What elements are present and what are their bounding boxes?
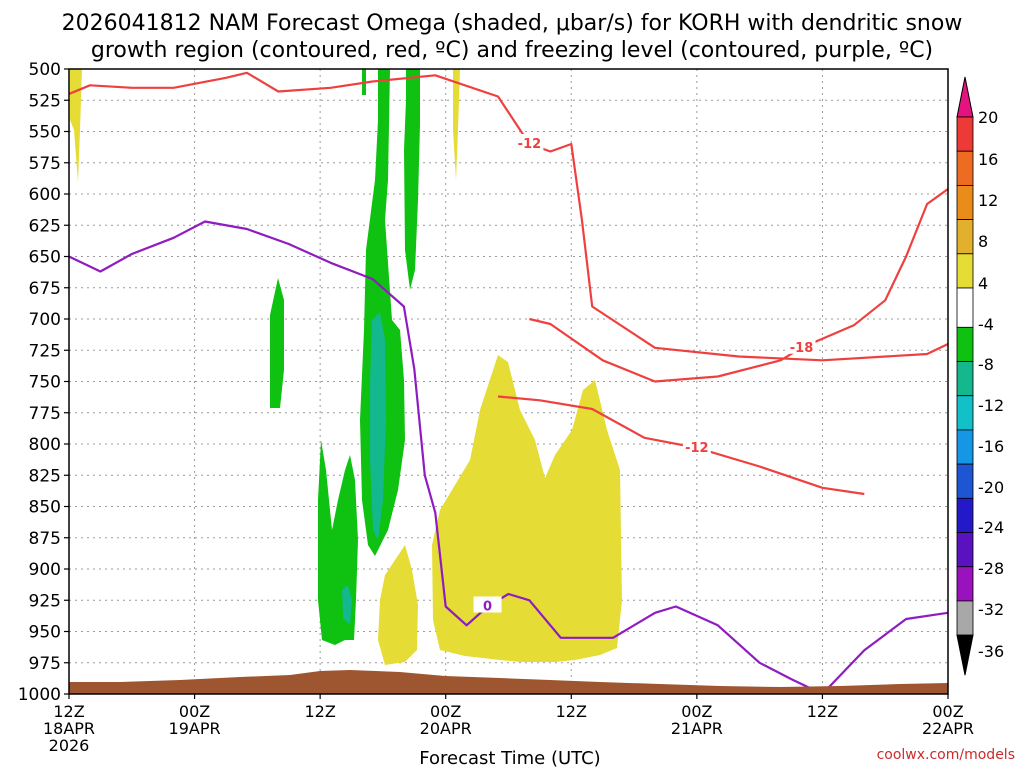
omega-shade-yellow-top-left [70, 69, 82, 182]
y-tick-label: 550 [29, 123, 61, 143]
colorbar-swatch [956, 326, 974, 362]
colorbar-swatch [956, 116, 974, 152]
contour-label-bg [473, 596, 502, 613]
y-tick-label: 875 [29, 529, 61, 549]
contour-label: 0 [483, 600, 492, 615]
omega-shade-green-right [404, 69, 420, 290]
colorbar-label: 20 [978, 108, 998, 127]
omega-shade-yellow-low [378, 545, 418, 665]
contour-line [69, 220, 948, 694]
omega-shade-yellow-main [432, 355, 622, 662]
colorbar-swatch [956, 429, 974, 465]
y-tick-label: 725 [29, 341, 61, 361]
x-tick-label: 18APR [43, 719, 95, 738]
contour-lines [69, 71, 948, 694]
y-tick-label: 675 [29, 279, 61, 299]
colorbar-swatch [956, 184, 974, 220]
y-tick-label: 500 [29, 60, 61, 80]
omega-shade-teal-lower [342, 585, 352, 625]
x-tick-label: 12Z [807, 702, 838, 721]
colorbar-label: -24 [978, 518, 1004, 537]
y-tick-label: 575 [29, 154, 61, 174]
colorbar-swatch [956, 497, 974, 533]
omega-shade-yellow-top-mid [453, 69, 460, 180]
colorbar-swatch [956, 532, 974, 568]
omega-shading [70, 69, 622, 665]
credit-text: coolwx.com/models [877, 747, 1015, 763]
y-tick-label: 975 [29, 654, 61, 674]
x-tick-label: 00Z [179, 702, 210, 721]
x-tick-label: 2026 [49, 736, 90, 755]
contour-label: -12 [685, 441, 709, 456]
contour-label: -18 [790, 341, 814, 356]
y-tick-label: 700 [29, 310, 61, 330]
contour-label: -12 [518, 137, 542, 152]
colorbar-label: 8 [978, 232, 988, 251]
colorbar-label: -20 [978, 478, 1004, 497]
colorbar-swatch [956, 395, 974, 431]
colorbar-swatch [956, 150, 974, 186]
colorbar-swatch [956, 566, 974, 602]
x-tick-label: 19APR [169, 719, 221, 738]
colorbar-swatch [956, 463, 974, 499]
x-tick-label: 12Z [556, 702, 587, 721]
colorbar-label: -12 [978, 396, 1004, 415]
contour-label-bg [515, 134, 544, 150]
x-tick-label: 12Z [53, 702, 84, 721]
colorbar: 20 16 12 8 4 -4 -8 -12 -16 -20 -24 -28 -32 -36 [956, 76, 1004, 676]
colorbar-swatch [956, 600, 974, 636]
y-tick-label: 950 [29, 623, 61, 643]
x-tick-label: 12Z [304, 702, 335, 721]
omega-shade-green-left-strip [270, 278, 284, 408]
x-axis-title: Forecast Time (UTC) [419, 748, 600, 768]
colorbar-label: 4 [978, 274, 988, 293]
y-tick-label: 750 [29, 373, 61, 393]
y-tick-label: 850 [29, 498, 61, 518]
y-tick-label: 625 [29, 216, 61, 236]
chart-title-line1: 2026041812 NAM Forecast Omega (shaded, μ… [62, 11, 963, 36]
colorbar-label: 16 [978, 150, 998, 169]
y-axis: 500 525 550 575 600 625 650 675 700 725 750 775 800 8… [18, 60, 69, 705]
x-tick-label: 20APR [420, 719, 472, 738]
y-tick-label: 600 [29, 185, 61, 205]
colorbar-label: -8 [978, 355, 994, 374]
contour-line [69, 71, 948, 362]
y-tick-label: 925 [29, 591, 61, 611]
colorbar-bottom-arrow [956, 634, 974, 676]
y-tick-label: 900 [29, 560, 61, 580]
contour-line [497, 395, 865, 496]
contour-labels: -12 -12 -18 0 [473, 134, 816, 615]
y-tick-label: 775 [29, 404, 61, 424]
colorbar-swatch [956, 219, 974, 255]
y-tick-label: 650 [29, 248, 61, 268]
colorbar-label: -28 [978, 559, 1004, 578]
colorbar-label: -16 [978, 437, 1004, 456]
terrain-fill [69, 670, 948, 694]
x-tick-label: 00Z [681, 702, 712, 721]
colorbar-swatch [956, 253, 974, 289]
colorbar-label: -36 [978, 642, 1004, 661]
colorbar-swatch [956, 361, 974, 397]
colorbar-label: -4 [978, 315, 994, 334]
colorbar-swatch [956, 287, 974, 328]
contour-label-bg [682, 437, 711, 454]
contour-line [529, 188, 948, 383]
colorbar-label: 12 [978, 191, 998, 210]
x-tick-label: 22APR [922, 719, 974, 738]
y-tick-label: 825 [29, 466, 61, 486]
y-tick-label: 1000 [18, 685, 61, 705]
x-tick-label: 21APR [671, 719, 723, 738]
omega-shade-teal [370, 312, 386, 540]
x-tick-label: 00Z [430, 702, 461, 721]
y-tick-label: 525 [29, 91, 61, 111]
chart-title-line2: growth region (contoured, red, ºC) and f… [91, 38, 933, 63]
contour-label-bg [787, 337, 816, 354]
x-tick-label: 00Z [932, 702, 963, 721]
colorbar-label: -32 [978, 600, 1004, 619]
colorbar-top-arrow [956, 76, 974, 118]
y-tick-label: 800 [29, 435, 61, 455]
